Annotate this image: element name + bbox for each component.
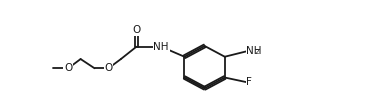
- Text: O: O: [105, 63, 113, 73]
- Text: F: F: [247, 77, 252, 87]
- Text: O: O: [64, 63, 72, 73]
- Text: O: O: [132, 25, 141, 35]
- Text: NH: NH: [247, 46, 262, 56]
- Text: NH: NH: [154, 42, 169, 52]
- Text: 2: 2: [254, 50, 259, 56]
